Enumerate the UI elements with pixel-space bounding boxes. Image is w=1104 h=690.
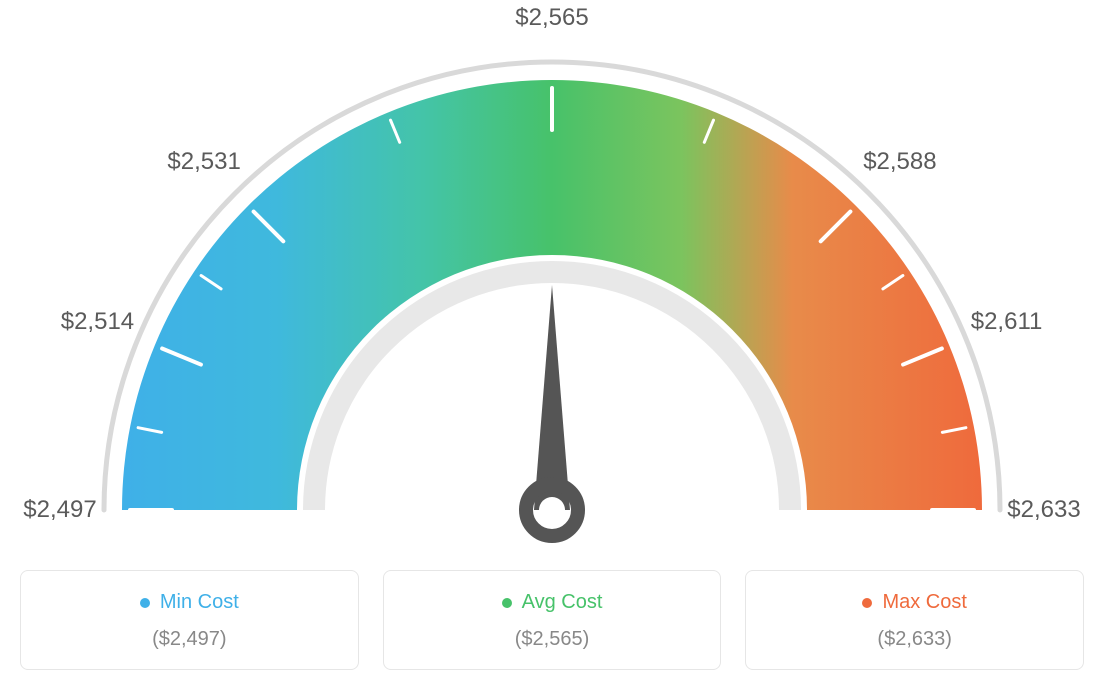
dot-icon	[862, 598, 872, 608]
gauge-tick-label: $2,514	[61, 308, 134, 336]
legend-row: Min Cost ($2,497) Avg Cost ($2,565) Max …	[20, 570, 1084, 670]
gauge-tick-label: $2,565	[515, 4, 588, 32]
legend-title-text: Min Cost	[160, 591, 239, 614]
legend-title-text: Max Cost	[882, 591, 966, 614]
legend-title-avg: Avg Cost	[502, 591, 603, 614]
gauge-chart: $2,497$2,514$2,531$2,565$2,588$2,611$2,6…	[20, 20, 1084, 550]
legend-title-max: Max Cost	[862, 591, 966, 614]
legend-card-avg: Avg Cost ($2,565)	[383, 570, 722, 670]
gauge-tick-label: $2,497	[23, 496, 96, 524]
gauge-svg	[20, 20, 1084, 550]
legend-title-text: Avg Cost	[522, 591, 603, 614]
legend-value-avg: ($2,565)	[384, 628, 721, 651]
cost-gauge-container: $2,497$2,514$2,531$2,565$2,588$2,611$2,6…	[20, 20, 1084, 670]
legend-title-min: Min Cost	[140, 591, 239, 614]
dot-icon	[502, 598, 512, 608]
dot-icon	[140, 598, 150, 608]
legend-value-min: ($2,497)	[21, 628, 358, 651]
gauge-tick-label: $2,611	[971, 308, 1043, 336]
gauge-tick-label: $2,633	[1007, 496, 1080, 524]
gauge-tick-label: $2,588	[863, 148, 936, 176]
gauge-tick-label: $2,531	[167, 148, 240, 176]
legend-card-max: Max Cost ($2,633)	[745, 570, 1084, 670]
legend-card-min: Min Cost ($2,497)	[20, 570, 359, 670]
legend-value-max: ($2,633)	[746, 628, 1083, 651]
